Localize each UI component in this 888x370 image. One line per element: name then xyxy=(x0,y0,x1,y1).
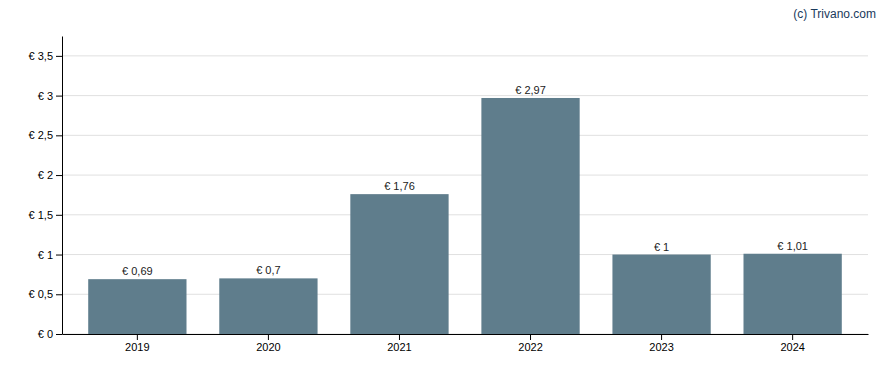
x-tick: 2024 xyxy=(780,334,804,353)
y-tick: € 1,5 xyxy=(29,209,62,221)
x-tick-mark xyxy=(399,334,400,340)
y-tick: € 2,5 xyxy=(29,129,62,141)
y-tick-label: € 0,5 xyxy=(29,288,53,300)
x-tick-label: 2024 xyxy=(780,341,804,353)
x-tick: 2019 xyxy=(125,334,149,353)
watermark: (c) Trivano.com xyxy=(793,7,876,21)
y-axis-line xyxy=(62,37,63,335)
y-tick-mark xyxy=(56,135,62,136)
grid-line xyxy=(62,95,868,96)
data-label: € 0,69 xyxy=(122,265,153,277)
bar xyxy=(219,278,317,334)
chart: € 0 € 0,5 € 1 € 1,5 € 2 € 2,5 € 3 € 3,5 2019 2020… xyxy=(0,0,888,370)
y-tick-mark xyxy=(56,215,62,216)
bar xyxy=(481,98,579,334)
y-tick-label: € 0 xyxy=(38,328,53,340)
y-tick-mark xyxy=(56,96,62,97)
bar xyxy=(350,194,448,334)
y-tick-label: € 3 xyxy=(38,90,53,102)
bars xyxy=(88,98,842,334)
y-axis: € 0 € 0,5 € 1 € 1,5 € 2 € 2,5 € 3 € 3,5 xyxy=(29,37,63,341)
x-tick: 2022 xyxy=(518,334,542,353)
data-label: € 2,97 xyxy=(515,84,546,96)
y-tick: € 0,5 xyxy=(29,288,62,300)
bar xyxy=(612,255,710,334)
x-tick-mark xyxy=(661,334,662,340)
x-tick: 2020 xyxy=(256,334,280,353)
plot: € 0 € 0,5 € 1 € 1,5 € 2 € 2,5 € 3 € 3,5 2019 2020… xyxy=(29,37,869,353)
grid-line xyxy=(62,214,868,215)
y-tick: € 3,5 xyxy=(29,50,62,62)
x-tick-label: 2019 xyxy=(125,341,149,353)
y-tick: € 2 xyxy=(38,169,62,181)
grid-line xyxy=(62,175,868,176)
y-tick-mark xyxy=(56,294,62,295)
data-label: € 1,01 xyxy=(777,240,808,252)
y-tick-mark xyxy=(56,255,62,256)
grid xyxy=(62,56,868,334)
x-tick-mark xyxy=(530,334,531,340)
data-label: € 1,76 xyxy=(384,180,415,192)
x-axis: 2019 2020 2021 2022 2023 2024 xyxy=(63,334,869,353)
x-tick-mark xyxy=(792,334,793,340)
y-tick-mark xyxy=(56,334,62,335)
y-tick: € 1 xyxy=(38,249,62,261)
y-tick-label: € 1 xyxy=(38,249,53,261)
x-axis-line xyxy=(63,334,869,335)
y-tick-label: € 2,5 xyxy=(29,129,53,141)
bar xyxy=(743,254,841,334)
bar xyxy=(88,279,186,334)
x-tick: 2021 xyxy=(387,334,411,353)
x-tick-label: 2021 xyxy=(387,341,411,353)
y-tick-label: € 3,5 xyxy=(29,50,53,62)
y-tick-label: € 1,5 xyxy=(29,209,53,221)
x-tick-label: 2022 xyxy=(518,341,542,353)
data-labels: € 0,69 € 0,7 € 1,76 € 2,97 € 1 € 1,01 xyxy=(122,84,808,277)
data-label: € 1 xyxy=(654,241,669,253)
x-tick-mark xyxy=(137,334,138,340)
data-label: € 0,7 xyxy=(256,264,280,276)
y-tick: € 3 xyxy=(38,90,62,102)
y-tick-label: € 2 xyxy=(38,169,53,181)
y-tick-mark xyxy=(56,175,62,176)
grid-line xyxy=(62,55,868,56)
x-tick: 2023 xyxy=(649,334,673,353)
y-tick-mark xyxy=(56,56,62,57)
x-tick-label: 2020 xyxy=(256,341,280,353)
y-tick: € 0 xyxy=(38,328,62,340)
grid-line xyxy=(62,135,868,136)
x-tick-label: 2023 xyxy=(649,341,673,353)
x-tick-mark xyxy=(268,334,269,340)
